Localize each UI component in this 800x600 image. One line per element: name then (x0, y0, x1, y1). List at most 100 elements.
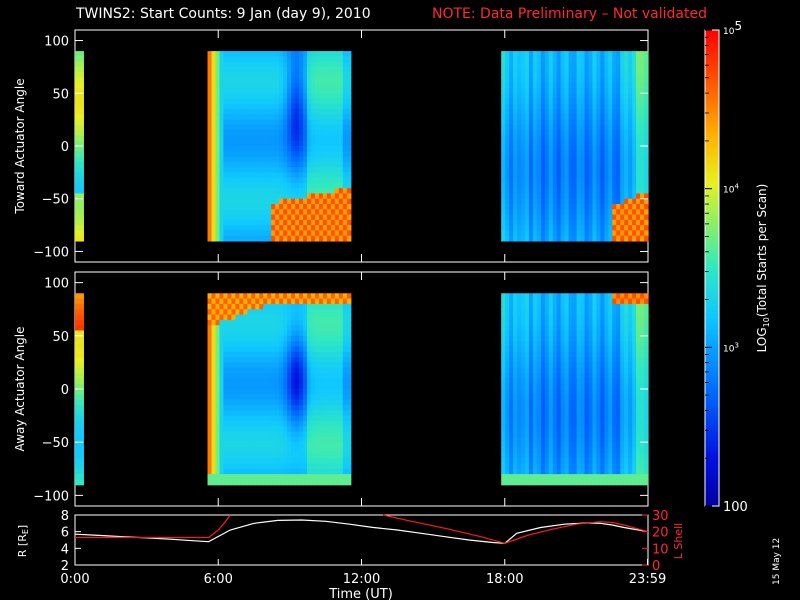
heat-cell (592, 410, 598, 417)
heat-cell (279, 420, 284, 427)
heat-cell (239, 77, 244, 84)
heat-cell (310, 463, 316, 470)
heat-cell (564, 463, 570, 470)
heat-cell (275, 56, 280, 63)
heat-cell (287, 309, 292, 316)
heat-cell (231, 124, 236, 131)
heat-cell (524, 82, 530, 89)
heat-cell (263, 431, 268, 438)
heat-cell (517, 140, 522, 147)
heat-cell (568, 426, 574, 433)
heat-cell (287, 140, 292, 147)
heat-cell (544, 346, 550, 353)
heat-cell (279, 140, 284, 147)
heat-cell (287, 357, 292, 364)
heat-cell (528, 474, 534, 481)
heat-cell (576, 235, 582, 242)
heat-cell (338, 447, 344, 454)
heat-cell (310, 367, 316, 374)
heat-cell (231, 140, 236, 147)
heat-cell (524, 135, 530, 142)
heat-cell (239, 124, 244, 131)
heat-cell (532, 373, 538, 379)
heat-cell (231, 415, 236, 422)
heat-cell (346, 204, 352, 210)
heat-cell (338, 463, 344, 470)
heat-cell (79, 373, 84, 379)
heat-cell (636, 177, 641, 184)
heat-cell (306, 351, 312, 358)
heat-cell (521, 61, 526, 68)
heat-cell (318, 341, 324, 348)
heat-cell (227, 426, 232, 433)
heat-cell (588, 56, 594, 63)
heat-cell (322, 346, 328, 353)
heat-cell (255, 447, 260, 454)
heat-cell (271, 140, 276, 147)
heat-cell (227, 167, 232, 173)
heat-cell (540, 51, 546, 57)
heat-cell (600, 209, 605, 216)
heat-cell (608, 66, 613, 73)
heat-cell (628, 214, 633, 221)
heat-cell (251, 309, 256, 316)
heat-cell (243, 298, 248, 305)
heat-cell (580, 130, 586, 137)
heat-cell (584, 474, 590, 481)
heat-cell (295, 161, 300, 168)
heat-cell (616, 88, 621, 94)
heat-cell (572, 72, 578, 79)
heat-cell (326, 309, 332, 316)
heat-cell (303, 193, 308, 200)
heat-cell (576, 404, 582, 411)
heat-cell (291, 172, 296, 179)
heat-cell (346, 66, 352, 73)
heat-cell (318, 114, 324, 121)
heat-cell (544, 198, 550, 205)
heat-cell (310, 56, 316, 63)
heat-cell (517, 303, 522, 310)
heat-cell (636, 119, 641, 126)
heat-cell (576, 373, 582, 379)
heat-cell (318, 314, 324, 321)
heat-cell (600, 235, 605, 242)
heat-cell (259, 420, 264, 427)
heat-cell (211, 56, 217, 63)
heat-cell (263, 156, 268, 163)
heat-cell (644, 72, 649, 79)
heat-cell (509, 77, 514, 84)
heat-cell (215, 93, 221, 100)
heat-cell (540, 303, 546, 310)
heat-cell (608, 167, 613, 173)
heat-cell (207, 204, 213, 210)
heat-cell (584, 114, 590, 121)
heat-cell (295, 182, 300, 189)
heat-cell (552, 442, 558, 449)
heat-cell (310, 426, 316, 433)
heat-cell (303, 330, 308, 337)
heat-cell (334, 225, 340, 231)
heat-cell (299, 124, 304, 131)
heat-cell (235, 373, 240, 379)
heat-cell (235, 82, 240, 89)
heat-cell (306, 77, 312, 84)
heat-cell (501, 140, 506, 147)
heat-cell (310, 93, 316, 100)
heat-cell (532, 51, 538, 57)
heat-cell (544, 182, 550, 189)
heat-cell (528, 420, 534, 427)
heat-cell (524, 156, 530, 163)
heat-cell (211, 389, 217, 395)
heat-cell (303, 319, 308, 326)
heat-cell (568, 420, 574, 427)
heat-cell (215, 404, 221, 411)
heat-cell (79, 351, 84, 358)
heat-cell (620, 77, 625, 84)
heat-cell (314, 198, 320, 205)
heat-cell (243, 198, 248, 205)
heat-cell (251, 346, 256, 353)
heat-cell (552, 56, 558, 63)
heat-cell (544, 314, 550, 321)
heat-cell (314, 389, 320, 395)
heat-cell (636, 156, 641, 163)
